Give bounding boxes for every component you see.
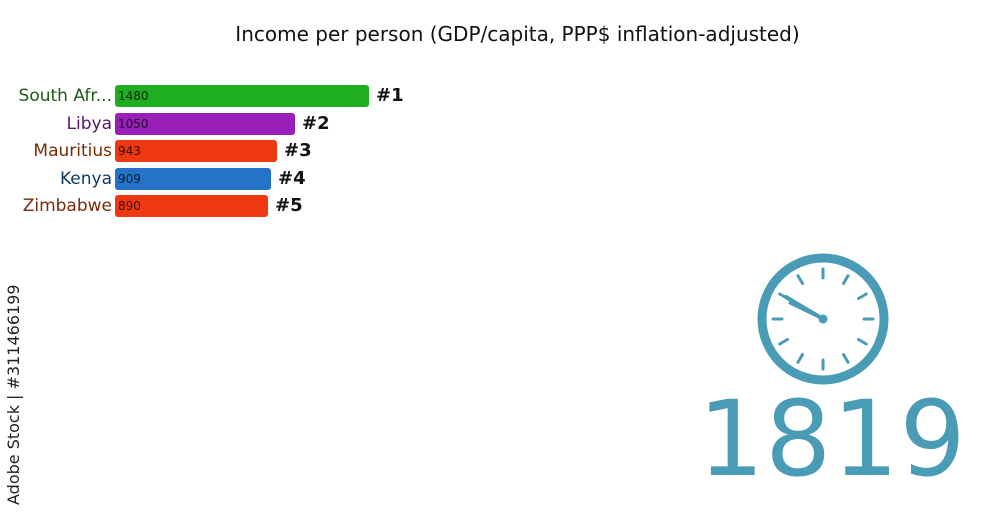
bar-value-label: 943: [118, 144, 141, 158]
bar-row: South Afr... 1480 #1: [0, 84, 1000, 108]
bar-rank-label: #2: [302, 112, 330, 134]
bar-row: Kenya 909 #4: [0, 167, 1000, 191]
bar: 1050: [115, 112, 295, 135]
bar: 909: [115, 167, 271, 190]
stock-credit: Adobe Stock | #311466199: [4, 284, 23, 505]
bar-rank-label: #3: [284, 140, 312, 161]
bar-value-label: 890: [118, 199, 141, 213]
bar-row: Mauritius 943 #3: [0, 139, 1000, 163]
bar: 890: [115, 195, 268, 217]
year-label: 1819: [698, 378, 967, 500]
bar-category-label: Kenya: [59, 168, 112, 189]
bar-value-label: 1480: [118, 89, 149, 103]
bar-rank-label: #4: [278, 167, 306, 189]
bar-row: Libya 1050 #2: [0, 112, 1000, 136]
chart-title: Income per person (GDP/capita, PPP$ infl…: [235, 22, 800, 46]
bar: 1480: [115, 85, 369, 107]
bar-category-label: Libya: [66, 113, 112, 134]
bar-value-label: 1050: [118, 116, 149, 131]
bar: 943: [115, 140, 277, 162]
clock-icon: [757, 253, 889, 385]
bar-category-label: Zimbabwe: [22, 196, 112, 216]
bar-category-label: South Afr...: [18, 86, 112, 106]
bar-value-label: 909: [118, 171, 141, 186]
bar-row: Zimbabwe 890 #5: [0, 194, 1000, 218]
bar-rank-label: #1: [376, 85, 404, 106]
bar-rank-label: #5: [275, 195, 303, 216]
bar-category-label: Mauritius: [33, 141, 112, 161]
